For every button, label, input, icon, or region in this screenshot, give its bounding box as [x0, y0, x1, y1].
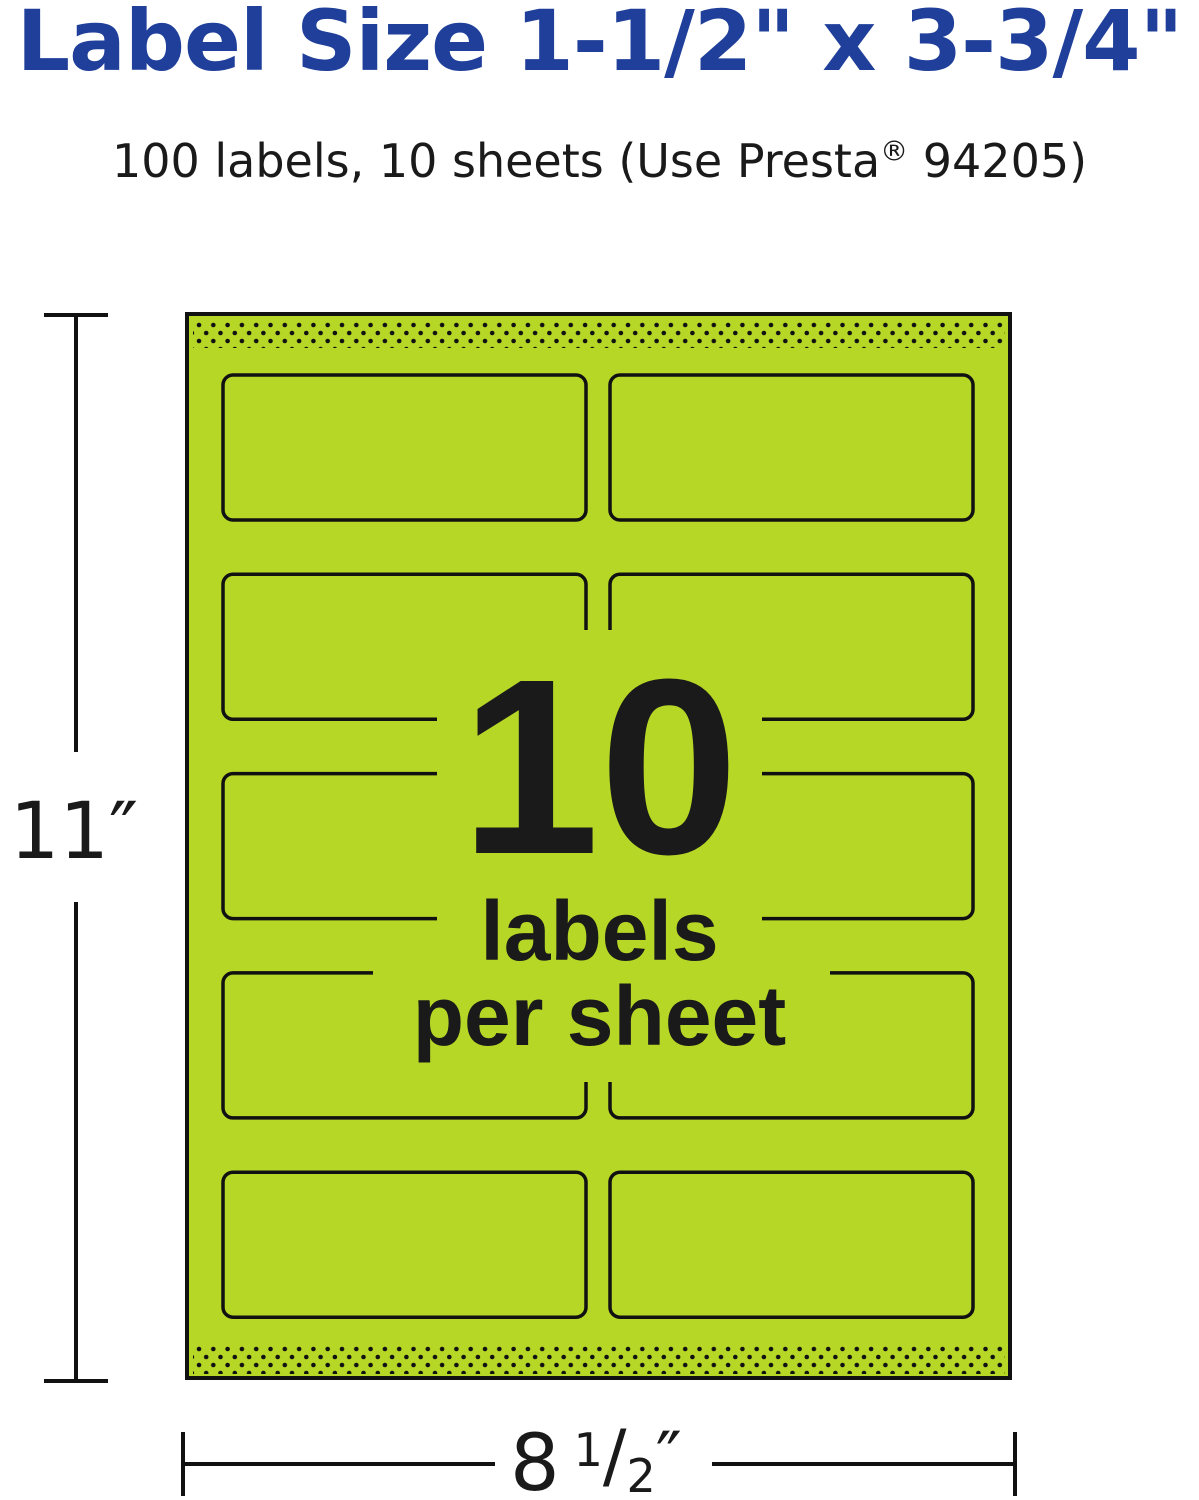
label-outline — [608, 373, 975, 522]
label-outline — [221, 1170, 588, 1319]
width-dimension — [181, 1432, 1017, 1496]
label-outline — [221, 373, 588, 522]
height-dimension — [44, 313, 108, 1383]
subtitle-product-number: 94205) — [908, 134, 1088, 188]
subtitle-text: 100 labels, 10 sheets (Use Presta — [111, 134, 881, 188]
per-sheet-text: per sheet — [412, 969, 787, 1063]
label-outline — [608, 1170, 975, 1319]
labels-per-sheet-count: 10 — [460, 627, 739, 906]
perforation-top — [193, 320, 1005, 348]
labels-text: labels — [480, 884, 719, 978]
registered-mark: ® — [880, 134, 909, 168]
text-knockout — [437, 630, 762, 932]
subtitle: 100 labels, 10 sheets (Use Presta® 94205… — [0, 134, 1199, 188]
width-label: 8 1/2″ — [510, 1415, 682, 1500]
page-title: Label Size 1-1/2" x 3-3/4" — [16, 0, 1184, 90]
text-knockout — [373, 932, 830, 1082]
perforation-bottom — [193, 1346, 1005, 1374]
height-label: 11″ — [10, 787, 138, 877]
